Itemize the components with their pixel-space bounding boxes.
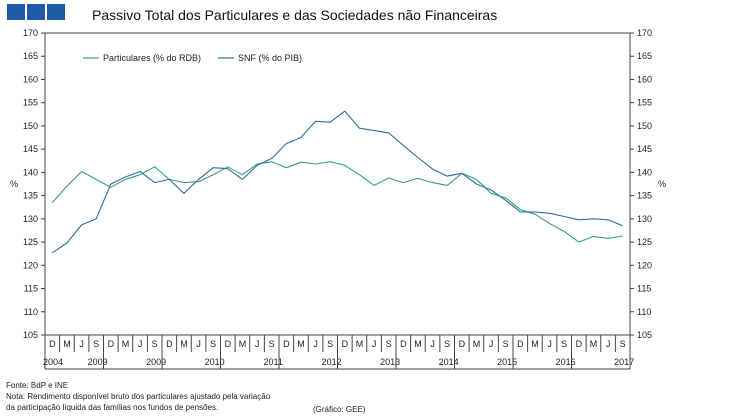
x-quarter-label: D — [459, 339, 466, 349]
x-quarter-label: J — [606, 339, 611, 349]
y-tick-label-right: 145 — [637, 144, 652, 154]
y-tick-label-left: 145 — [23, 144, 38, 154]
x-quarter-label: M — [239, 339, 247, 349]
y-tick-label-right: 105 — [637, 330, 652, 340]
x-quarter-label: J — [138, 339, 143, 349]
logo-block-3 — [47, 4, 65, 20]
x-quarter-label: S — [327, 339, 333, 349]
footnote-line-2: da participação líquida das famílias nos… — [6, 403, 219, 412]
x-year-label: 2012 — [322, 357, 342, 367]
x-quarter-label: S — [269, 339, 275, 349]
y-tick-label-right: 120 — [637, 260, 652, 270]
x-quarter-label: J — [196, 339, 201, 349]
x-year-label: 2004 — [43, 357, 63, 367]
series-line-particulares — [51, 161, 623, 243]
x-quarter-label: D — [400, 339, 407, 349]
y-tick-label-right: 115 — [637, 284, 651, 294]
x-quarter-label: J — [489, 339, 494, 349]
y-tick-label-left: 125 — [23, 237, 38, 247]
x-quarter-label: S — [386, 339, 392, 349]
x-quarter-label: S — [444, 339, 450, 349]
logo-block-1 — [7, 4, 25, 20]
legend-label-particulares: Particulares (% do RDB) — [103, 53, 201, 63]
x-quarter-label: M — [414, 339, 422, 349]
x-quarter-label: D — [108, 339, 115, 349]
x-quarter-label: D — [225, 339, 232, 349]
x-quarter-label: M — [473, 339, 481, 349]
x-quarter-label: J — [430, 339, 435, 349]
y-tick-label-left: 135 — [23, 191, 38, 201]
series-line-snf — [51, 110, 623, 254]
y-tick-label-right: 130 — [637, 214, 652, 224]
x-quarter-label: M — [122, 339, 130, 349]
x-year-label: 2017 — [614, 357, 634, 367]
y-tick-label-right: 135 — [637, 191, 652, 201]
plot-border — [44, 32, 631, 336]
x-year-label: 2013 — [380, 357, 400, 367]
y-tick-label-left: 115 — [24, 284, 38, 294]
x-quarter-label: J — [255, 339, 260, 349]
x-quarter-label: M — [356, 339, 364, 349]
y-tick-label-left: 170 — [23, 28, 38, 38]
y-tick-label-left: 155 — [23, 98, 38, 108]
x-quarter-label: S — [210, 339, 216, 349]
footnote-line-1: Nota: Rendimento disponível bruto dos pa… — [6, 392, 271, 401]
x-year-label: 2016 — [556, 357, 576, 367]
x-quarter-label: J — [313, 339, 318, 349]
y-tick-label-right: 150 — [637, 121, 652, 131]
x-quarter-label: J — [372, 339, 377, 349]
x-year-label: 2015 — [497, 357, 517, 367]
y-axis-label-right: % — [658, 179, 666, 189]
x-quarter-label: M — [297, 339, 305, 349]
chart-credit: (Gráfico: GEE) — [313, 405, 366, 414]
x-quarter-label: S — [503, 339, 509, 349]
y-axis-label-left: % — [10, 179, 18, 189]
x-quarter-label: D — [576, 339, 583, 349]
y-tick-label-right: 170 — [637, 28, 652, 38]
x-quarter-label: M — [180, 339, 188, 349]
x-quarter-label: S — [561, 339, 567, 349]
y-tick-label-right: 110 — [637, 307, 651, 317]
x-year-label: 2009 — [146, 357, 166, 367]
x-quarter-label: M — [590, 339, 598, 349]
y-tick-label-right: 140 — [637, 167, 652, 177]
x-quarter-label: D — [283, 339, 290, 349]
y-tick-label-right: 160 — [637, 74, 652, 84]
chart-title: Passivo Total dos Particulares e das Soc… — [92, 7, 498, 23]
y-tick-label-left: 105 — [23, 330, 38, 340]
y-tick-label-left: 150 — [23, 121, 38, 131]
y-tick-label-right: 165 — [637, 51, 652, 61]
y-tick-label-left: 140 — [23, 167, 38, 177]
legend-label-snf: SNF (% do PIB) — [238, 53, 302, 63]
x-quarter-label: M — [63, 339, 71, 349]
x-quarter-label: S — [620, 339, 626, 349]
x-quarter-label: J — [79, 339, 84, 349]
x-quarter-label: D — [166, 339, 173, 349]
x-year-label: 2011 — [263, 357, 282, 367]
x-quarter-label: J — [547, 339, 552, 349]
y-tick-label-left: 165 — [23, 51, 38, 61]
y-tick-label-left: 110 — [24, 307, 38, 317]
x-quarter-label: D — [517, 339, 524, 349]
logo-block-2 — [27, 4, 45, 20]
x-quarter-label: D — [342, 339, 349, 349]
x-quarter-label: M — [531, 339, 539, 349]
y-tick-label-left: 120 — [23, 260, 38, 270]
x-quarter-label: D — [49, 339, 56, 349]
x-quarter-label: S — [93, 339, 99, 349]
y-tick-label-left: 130 — [23, 214, 38, 224]
x-year-label: 2010 — [205, 357, 225, 367]
y-tick-label-left: 160 — [23, 74, 38, 84]
x-year-label: 2009 — [88, 357, 108, 367]
y-tick-label-right: 155 — [637, 98, 652, 108]
y-tick-label-right: 125 — [637, 237, 652, 247]
x-quarter-label: S — [152, 339, 158, 349]
source-note: Fonte: BdP e INE — [6, 381, 69, 390]
x-year-label: 2014 — [439, 357, 459, 367]
